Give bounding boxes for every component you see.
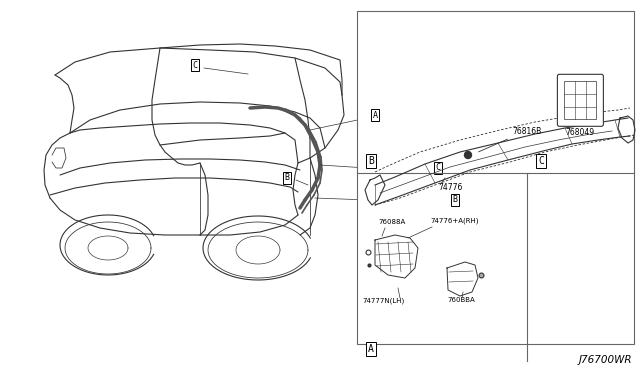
Text: A: A: [372, 110, 378, 119]
Text: C: C: [193, 61, 198, 70]
Circle shape: [465, 151, 472, 158]
Text: 76816B: 76816B: [512, 128, 541, 137]
FancyBboxPatch shape: [557, 74, 604, 126]
Text: 768049: 768049: [566, 128, 595, 137]
Text: C: C: [538, 156, 544, 166]
Text: B: B: [285, 173, 289, 183]
Text: B: B: [452, 196, 458, 205]
Bar: [564, 81, 596, 119]
Text: 74777N(LH): 74777N(LH): [362, 297, 404, 304]
Text: 76088A: 76088A: [378, 219, 405, 225]
Text: 74776+A(RH): 74776+A(RH): [430, 217, 479, 224]
Text: A: A: [368, 344, 374, 354]
Text: J76700WR: J76700WR: [579, 355, 632, 365]
Text: B: B: [368, 156, 374, 166]
Text: C: C: [435, 164, 440, 173]
Text: 760BBA: 760BBA: [447, 297, 475, 303]
Text: 74776: 74776: [438, 183, 462, 192]
Bar: [357, 11, 634, 344]
